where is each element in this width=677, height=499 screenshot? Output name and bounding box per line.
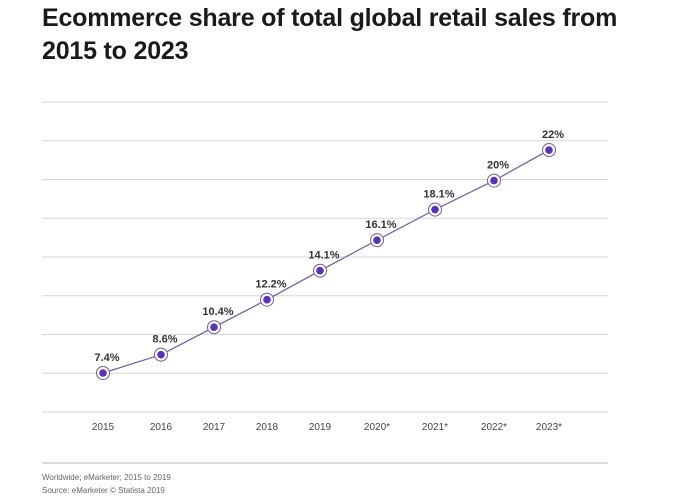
- data-point: [263, 295, 271, 304]
- x-tick-label: 2021*: [422, 422, 448, 433]
- data-point: [157, 350, 165, 359]
- x-tick-label: 2022*: [481, 422, 507, 433]
- data-point: [210, 323, 218, 331]
- data-point: [373, 236, 381, 244]
- data-label: 7.4%: [94, 352, 119, 364]
- data-point: [545, 146, 553, 154]
- data-label: 12.2%: [255, 279, 286, 291]
- data-label: 10.4%: [202, 306, 233, 318]
- data-label: 20%: [487, 160, 509, 172]
- x-tick-label: 2017: [203, 422, 226, 433]
- data-point: [316, 266, 324, 275]
- chart-title: Ecommerce share of total global retail s…: [42, 4, 618, 65]
- x-tick-label: 2018: [256, 422, 279, 433]
- data-label: 14.1%: [308, 250, 339, 262]
- footer-source: Source: eMarketer © Statista 2019: [42, 486, 165, 495]
- footer-note: Worldwide; eMarketer; 2015 to 2019: [42, 473, 171, 482]
- data-point: [490, 176, 498, 185]
- x-tick-label: 2023*: [536, 422, 562, 433]
- data-label: 8.6%: [152, 334, 177, 346]
- data-label: 16.1%: [365, 219, 396, 231]
- x-tick-label: 2020*: [364, 422, 390, 433]
- data-label: 22%: [542, 129, 564, 141]
- data-point: [99, 369, 107, 377]
- data-point: [431, 205, 439, 214]
- x-tick-label: 2019: [309, 422, 332, 433]
- x-tick-label: 2016: [150, 422, 173, 433]
- x-tick-label: 2015: [92, 422, 115, 433]
- data-label: 18.1%: [423, 189, 454, 201]
